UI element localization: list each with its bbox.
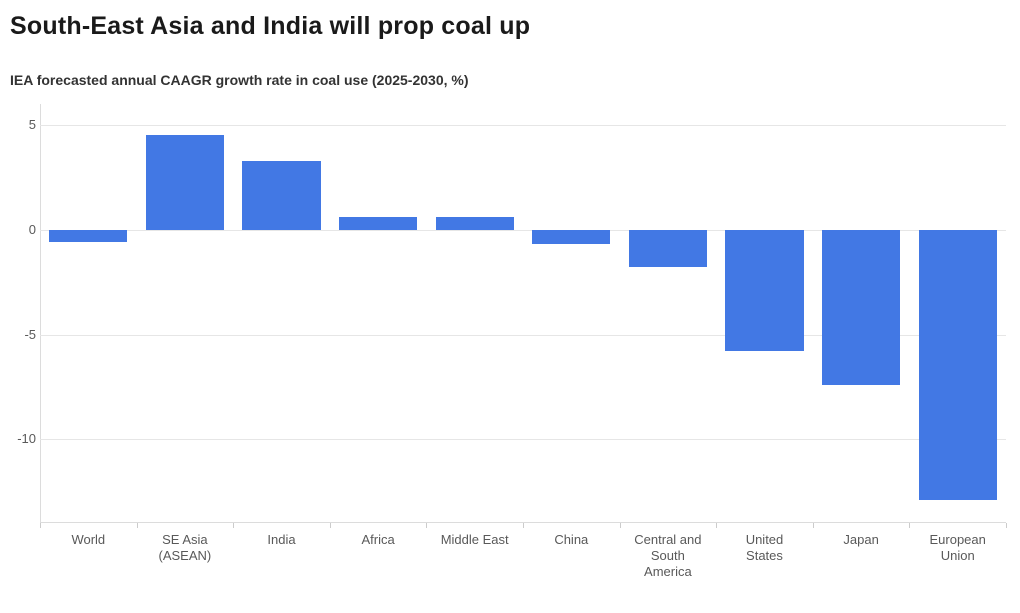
y-axis-tick-label: -5 [24, 326, 36, 342]
y-axis-tick-label: -10 [17, 431, 36, 447]
gridline [40, 125, 1006, 126]
y-axis-line [40, 104, 41, 523]
bar-central-and [628, 229, 707, 268]
bar-japan [822, 229, 901, 385]
gridline [40, 334, 1006, 336]
x-axis-tick [523, 523, 524, 528]
x-axis-tick [909, 523, 911, 528]
x-axis-tick [812, 523, 814, 528]
x-axis-category-label: Middle East [440, 532, 509, 547]
x-axis-category-label: India [267, 532, 296, 547]
bar-china [532, 229, 611, 245]
zero-gridline [40, 229, 1006, 231]
x-axis-category-label: European Union [929, 532, 986, 563]
x-axis-tick [1006, 523, 1007, 528]
bar-world [49, 229, 128, 243]
x-axis-category-label: Africa [361, 532, 395, 547]
bar-india [242, 160, 321, 230]
bar-united [725, 229, 804, 352]
plot-area: 5 0 -5 -10 World SE Asia (ASEAN) India Africa Mi… [17, 104, 1007, 579]
x-axis-tick [619, 523, 621, 528]
bar-european [918, 229, 997, 500]
bar-se-asia [145, 135, 224, 230]
chart-subtitle: IEA forecasted annual CAAGR growth rate … [10, 72, 469, 88]
chart-title: South-East Asia and India will prop coal… [10, 12, 531, 40]
x-axis-tick [716, 523, 718, 528]
x-axis-category-label: Central and South America [634, 532, 702, 579]
bar-middle-east [435, 217, 514, 230]
x-axis-line [40, 522, 1006, 523]
x-axis-category-label: World [71, 532, 106, 547]
x-axis-category-label: China [554, 532, 589, 547]
x-axis-category-label: SE Asia (ASEAN) [158, 532, 212, 563]
x-axis-tick [40, 523, 41, 528]
x-axis-category-label: Japan [843, 532, 879, 547]
x-axis-tick [426, 523, 428, 528]
gridline [40, 439, 1006, 441]
x-axis-tick [329, 523, 331, 528]
bar-africa [339, 217, 418, 230]
x-axis-tick [233, 523, 235, 528]
x-axis-category-label: United States [745, 532, 784, 563]
y-axis-tick-label: 5 [28, 117, 36, 132]
y-axis-tick-label: 0 [28, 221, 36, 237]
x-axis-tick [136, 523, 138, 528]
